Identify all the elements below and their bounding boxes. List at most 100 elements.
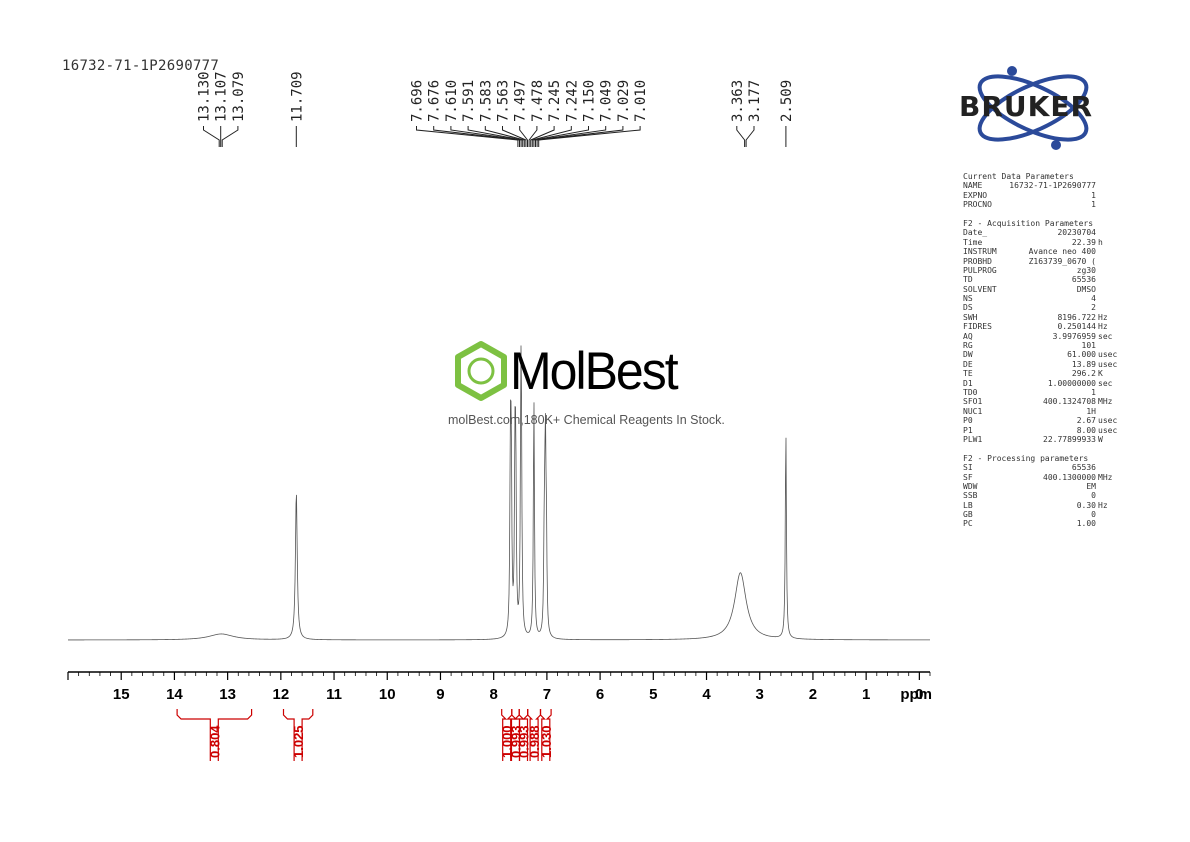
parameter-row: D1 1.00000000 sec <box>963 379 1128 388</box>
peak-label-leader <box>484 126 525 147</box>
parameter-value: 0 <box>1091 510 1096 520</box>
x-tick-label: 0 <box>915 686 923 703</box>
integral-marker: 1.025 <box>282 709 314 761</box>
parameter-section-title: F2 - Processing parameters <box>963 453 1089 463</box>
parameter-value: Avance neo 400 <box>1028 247 1096 257</box>
parameter-key: DE <box>963 359 973 369</box>
parameter-value: 0.250144 <box>1057 322 1096 332</box>
x-tick-label: 12 <box>272 686 289 703</box>
parameter-value: 4 <box>1091 294 1096 304</box>
parameter-value: 65536 <box>1071 275 1096 285</box>
peak-label-leader <box>538 126 641 147</box>
parameter-row: PC 1.00 <box>963 519 1128 528</box>
x-tick-label: 4 <box>702 686 711 703</box>
peak-label-leader <box>533 126 589 147</box>
parameter-value: 8196.722 <box>1057 312 1096 322</box>
parameter-key: SFO1 <box>963 397 983 407</box>
peak-label-leader <box>531 126 572 147</box>
parameter-row: SF 400.1300000 MHz <box>963 473 1128 482</box>
integral-bracket-left <box>501 709 508 761</box>
parameter-value: 13.89 <box>1071 359 1096 369</box>
molbest-brand: MolBest <box>510 341 679 401</box>
parameter-value: 1 <box>1091 190 1096 200</box>
parameter-row: TE 296.2 K <box>963 369 1128 378</box>
spectrum-trace <box>68 345 930 641</box>
parameter-value: 101 <box>1081 341 1096 351</box>
peak-label-leader <box>745 126 755 147</box>
parameter-row: EXPNO 1 <box>963 191 1128 200</box>
parameter-row: DE 13.89 usec <box>963 360 1128 369</box>
peak-shift-label: 13.130 <box>197 71 213 122</box>
parameter-unit: usec <box>1098 359 1118 369</box>
parameter-key: AQ <box>963 331 973 341</box>
peak-shift-label: 7.242 <box>564 80 580 122</box>
parameter-value: 1 <box>1091 200 1096 210</box>
peak-shift-label: 11.709 <box>289 71 305 122</box>
parameter-row: TD0 1 <box>963 388 1128 397</box>
parameter-unit: usec <box>1098 416 1118 426</box>
parameter-key: TE <box>963 369 973 379</box>
peak-label-leader <box>736 126 746 147</box>
peak-label-layer: 13.130 13.107 13.079 11.709 7.696 7.676 7.610 7… <box>197 71 795 147</box>
x-tick-label: 11 <box>326 686 342 703</box>
parameter-key: TD <box>963 275 973 285</box>
parameter-key: NAME <box>963 181 983 191</box>
parameter-row: NAME 16732-71-1P2690777 <box>963 181 1128 190</box>
integral-marker: 0.804 <box>176 709 253 761</box>
parameter-key: PULPROG <box>963 265 997 275</box>
parameter-unit: Hz <box>1098 312 1108 322</box>
peak-shift-label: 3.177 <box>747 80 763 122</box>
parameter-row: RG 101 <box>963 341 1128 350</box>
parameter-value: 3.9976959 <box>1052 331 1096 341</box>
parameter-value: 0.30 <box>1076 500 1096 510</box>
parameter-key: P1 <box>963 425 973 435</box>
peak-shift-label: 7.010 <box>633 80 649 122</box>
parameter-row: WDW EM <box>963 482 1128 491</box>
bruker-wordmark: BRUKER <box>959 90 1094 123</box>
peak-shift-label: 7.049 <box>599 80 615 122</box>
x-tick-label: 9 <box>436 686 444 703</box>
parameter-value: 1.00 <box>1076 519 1096 529</box>
peak-label-leader <box>433 126 520 147</box>
parameter-key: SF <box>963 472 973 482</box>
parameter-key: EXPNO <box>963 190 988 200</box>
parameter-value: EM <box>1086 481 1096 491</box>
parameter-row: PLW1 22.77899933 W <box>963 435 1128 444</box>
parameter-key: GB <box>963 510 973 520</box>
parameter-unit: MHz <box>1098 472 1113 482</box>
parameter-row: Time 22.39 h <box>963 238 1128 247</box>
integral-value: 0.993 <box>517 725 532 758</box>
parameter-value: 8.00 <box>1076 425 1096 435</box>
parameter-key: SSB <box>963 491 978 501</box>
peak-shift-label: 3.363 <box>730 80 746 122</box>
parameter-key: PLW1 <box>963 434 983 444</box>
parameter-key: NUC1 <box>963 406 983 416</box>
parameter-row: PROCNO 1 <box>963 200 1128 209</box>
parameter-key: FIDRES <box>963 322 992 332</box>
parameter-key: Time <box>963 237 983 247</box>
peak-label-group: 2.509 <box>779 80 795 147</box>
parameter-row: AQ 3.9976959 sec <box>963 332 1128 341</box>
parameter-row: LB 0.30 Hz <box>963 501 1128 510</box>
parameter-value: DMSO <box>1076 284 1096 294</box>
integral-bracket-left <box>539 709 546 761</box>
parameter-section-title: F2 - Acquisition Parameters <box>963 218 1094 228</box>
x-axis-title: ppm <box>900 686 932 703</box>
parameter-value: 2.67 <box>1076 416 1096 426</box>
parameter-key: WDW <box>963 481 978 491</box>
parameter-key: D1 <box>963 378 973 388</box>
parameter-unit: usec <box>1098 350 1118 360</box>
data-parameters-panel: Current Data Parameters NAME 16732-71-1P26… <box>963 172 1128 538</box>
integral-value: 0.804 <box>207 725 222 758</box>
parameter-unit: K <box>1098 369 1103 379</box>
parameter-value: 400.1324708 <box>1043 397 1096 407</box>
sample-name: 16732-71-1P2690777 <box>62 58 220 74</box>
peak-label-leader <box>467 126 524 147</box>
integral-marker: 1.030 <box>539 709 554 761</box>
parameter-section-title: Current Data Parameters <box>963 172 1074 181</box>
peak-label-leader <box>535 126 607 147</box>
molbest-watermark: MolBest molBest.com,180K+ Chemical Reage… <box>440 340 750 440</box>
parameter-row: PROBHD Z163739_0670 ( <box>963 257 1128 266</box>
parameter-value: Z163739_0670 ( <box>1028 256 1096 266</box>
